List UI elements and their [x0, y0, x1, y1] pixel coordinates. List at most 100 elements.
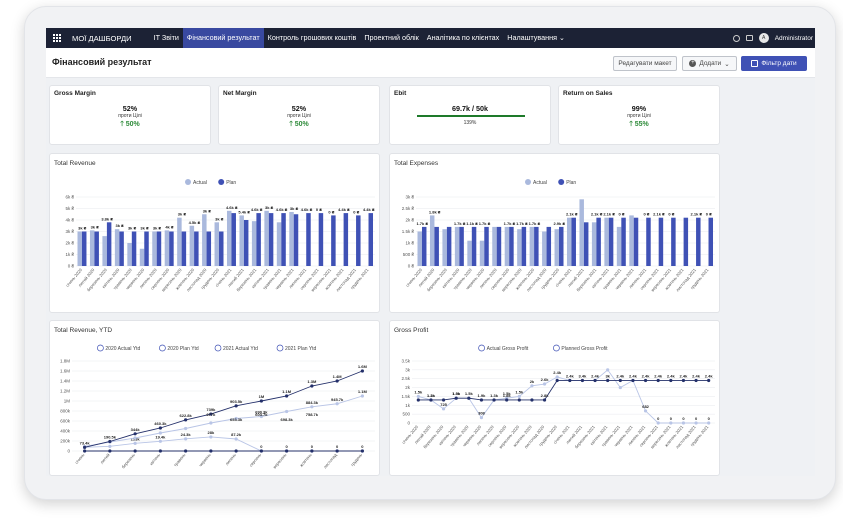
series-point — [606, 368, 610, 372]
actual-bar — [492, 226, 497, 266]
series-point — [643, 409, 648, 413]
series-point — [184, 437, 188, 441]
data-label: 2.9k ₴ — [553, 221, 565, 226]
brand-link[interactable]: МОЇ ДАШБОРДИ — [72, 33, 132, 43]
y-tick-label: 1k ₴ — [405, 241, 414, 246]
plan-bar — [243, 220, 249, 266]
data-label: 4.6k ₴ — [226, 205, 238, 210]
nav-item-financial-result[interactable]: Фінансовий результат — [182, 28, 264, 48]
data-label: 24.3k — [181, 432, 192, 437]
plan-bar — [368, 213, 374, 266]
actual-bar — [114, 229, 120, 266]
plus-icon: + — [689, 60, 697, 67]
x-tick-label: жовтень — [299, 452, 314, 468]
data-label: 603.7k — [255, 412, 268, 417]
data-label: 1.7k ₴ — [516, 221, 528, 226]
nav-item-project-accounting[interactable]: Проектний облік — [364, 33, 419, 42]
legend-marker — [525, 179, 531, 185]
data-label: 0 ₴ — [619, 212, 625, 217]
data-label: 4.4k ₴ — [338, 207, 350, 212]
legend-label: Actual — [533, 180, 547, 186]
series-point — [530, 398, 534, 402]
nav-item-client-analytics[interactable]: Аналітика по клієнтах — [426, 33, 500, 42]
series-point — [542, 398, 547, 402]
series-point — [184, 418, 188, 422]
actual-bar — [89, 230, 95, 266]
chart-card-total-expenses: Total Expenses Actual Plan 0 ₴ 500 ₴ 1k ₴ 1.5… — [389, 153, 720, 313]
data-label: 3k ₴ — [178, 212, 187, 217]
edit-layout-button[interactable]: Редагувати макет — [613, 56, 677, 71]
data-label: 0 — [311, 444, 314, 449]
actual-bar — [164, 230, 170, 266]
chat-icon[interactable] — [745, 35, 753, 41]
series-point — [656, 421, 660, 425]
y-tick-label: 2k — [405, 385, 411, 390]
apps-grid-icon[interactable] — [53, 33, 62, 43]
plan-bar — [534, 226, 539, 266]
add-button[interactable]: + Додати ⌄ — [682, 56, 737, 71]
y-tick-label: 500 ₴ — [403, 252, 415, 257]
x-tick-label: травень — [173, 452, 187, 468]
series-point — [467, 396, 471, 400]
plan-bar — [119, 231, 124, 266]
y-tick-label: 2.5k — [401, 376, 410, 381]
data-label: 460.3k — [154, 421, 167, 426]
y-tick-label: 0 — [67, 449, 70, 454]
y-tick-label: 3k ₴ — [405, 195, 414, 200]
avatar[interactable]: A — [758, 33, 769, 43]
data-label: 4.6k ₴ — [301, 207, 313, 212]
chart-title: Gross Profit — [394, 327, 429, 334]
series-point — [310, 449, 314, 453]
series-point — [707, 421, 711, 425]
nav-item-cash-control[interactable]: Контроль грошових коштів — [267, 33, 357, 42]
data-label: 2.4k — [692, 373, 701, 378]
add-label: Додати — [699, 60, 722, 67]
clock-icon[interactable] — [732, 34, 740, 42]
kpi-title: Return on Sales — [563, 90, 613, 97]
data-label: 3k ₴ — [78, 226, 87, 231]
data-label: 3k ₴ — [140, 226, 149, 231]
kpi-value: 52% — [291, 104, 307, 113]
data-label: 725 — [440, 402, 447, 407]
nav-item-it-reports[interactable]: IT Звіти — [153, 33, 179, 42]
actual-bar — [442, 229, 447, 266]
actual-bar — [226, 210, 232, 266]
legend-marker — [558, 179, 565, 185]
data-label: 1.2k — [427, 393, 436, 398]
y-tick-label: 800k — [60, 409, 71, 414]
data-label: 2.4k — [629, 373, 638, 378]
date-filter-button[interactable]: Фільтр дати — [741, 56, 807, 71]
data-label: 739k — [206, 407, 216, 412]
kpi-title: Ebit — [394, 90, 407, 97]
legend-label: Plan — [566, 180, 576, 186]
series-point — [669, 378, 673, 383]
series-point — [555, 378, 559, 383]
x-tick-label: грудень — [350, 452, 364, 467]
data-label: 0 ₴ — [316, 207, 322, 212]
x-tick-label: червень — [198, 452, 213, 468]
kpi-card-return-on-sales: Return on Sales 99% проти Цілі 🡑 55% — [558, 85, 720, 145]
actual-bar — [177, 217, 182, 266]
series-point — [454, 396, 458, 400]
data-label: 2.4k — [616, 373, 625, 378]
user-name[interactable]: Administrator — [774, 34, 813, 42]
revenue-ytd-chart: 2020 Actual Ytd 2020 Plan Ytd 2021 Actual … — [60, 344, 375, 470]
y-tick-label: 1.5k ₴ — [402, 229, 415, 234]
data-label: 682 — [642, 404, 649, 409]
series-point — [656, 378, 660, 383]
series-point — [158, 439, 162, 443]
chevron-down-icon: ⌄ — [724, 60, 730, 68]
data-label: 2.1k ₴ — [653, 212, 665, 217]
kpi-change: 🡑 50% — [120, 121, 140, 128]
nav-item-settings[interactable]: Налаштування ⌄ — [507, 33, 565, 42]
plan-bar — [256, 213, 261, 266]
y-tick-label: 6k ₴ — [65, 195, 74, 200]
series-point — [360, 394, 364, 398]
y-tick-label: 2k ₴ — [405, 218, 414, 223]
actual-bar — [616, 226, 622, 266]
x-tick-label: листопад — [322, 452, 338, 470]
data-label: 1.8k ₴ — [429, 209, 441, 214]
plan-bar — [509, 226, 514, 266]
app-screen: МОЇ ДАШБОРДИ IT Звіти Фінансовий результ… — [46, 28, 815, 476]
data-label: 4.6k ₴ — [251, 207, 263, 212]
